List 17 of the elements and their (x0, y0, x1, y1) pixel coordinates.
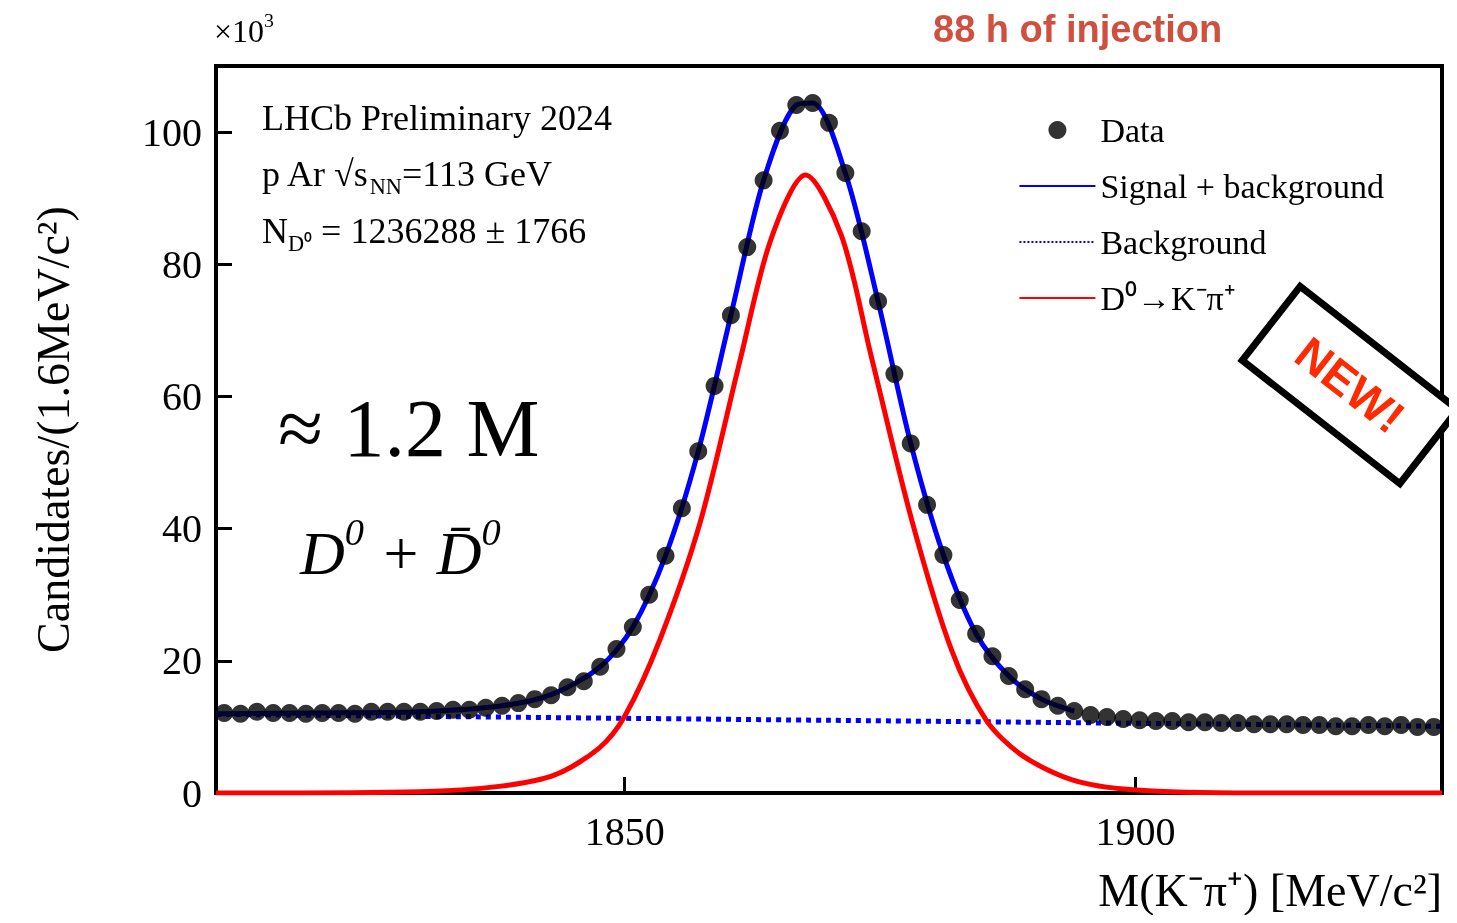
y-tick-label: 80 (162, 241, 202, 287)
legend-label: Background (1100, 223, 1267, 261)
text: 88 h of injection (933, 8, 1223, 50)
y-tick-label: 100 (142, 109, 202, 155)
legend-label: Signal + background (1100, 167, 1385, 205)
y-tick-label: 60 (162, 373, 202, 419)
y-tick-label: 40 (162, 506, 202, 552)
x-tick-label: 1850 (584, 808, 665, 854)
annotation: LHCb Preliminary 2024 (262, 98, 612, 138)
annotation: ≈ 1.2 M (278, 383, 540, 475)
legend-label: Data (1100, 111, 1165, 149)
x-tick-label: 1900 (1095, 808, 1176, 854)
y-axis-title: Candidates/(1.6MeV/c²) (27, 206, 79, 653)
y-tick-label: 20 (162, 638, 202, 684)
y-tick-label: 0 (182, 770, 202, 816)
legend-label: D⁰→K⁻π⁺ (1100, 279, 1235, 317)
x-axis-title: M(K⁻π⁺) [MeV/c²] (1098, 864, 1442, 916)
